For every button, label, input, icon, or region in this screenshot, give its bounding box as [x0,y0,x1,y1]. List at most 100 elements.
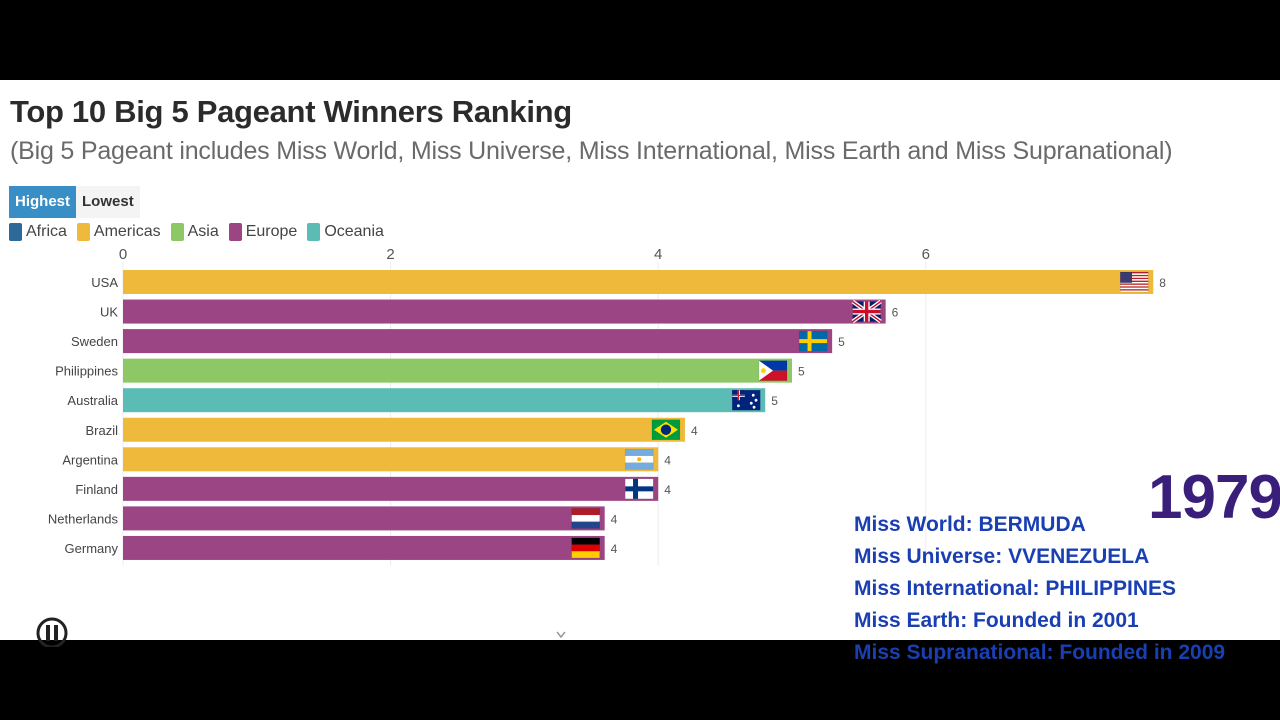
value-label-australia: 5 [771,394,778,408]
flag-part [1120,273,1149,275]
australia-flag-icon [731,389,761,411]
legend-item-oceania[interactable]: Oceania [307,223,384,241]
flag-part [1120,272,1149,274]
philippines-flag-icon [758,360,788,381]
highest-button[interactable]: Highest [9,186,77,218]
bar-netherlands [123,506,605,531]
category-label-usa: USA [91,275,118,290]
argentina-flag-icon [624,449,654,470]
value-label-argentina: 4 [664,453,671,467]
info-line-miss-world: Miss World: BERMUDA [854,513,1086,536]
flag-part [1120,287,1149,290]
flag-part [660,424,672,435]
flag-border [852,301,881,322]
flag-part [571,537,600,545]
flag-part [625,449,654,456]
flag-part [571,521,600,529]
legend-label: Africa [26,223,67,240]
legend-swatch [76,223,90,241]
flag-border [731,389,761,411]
flag-part [760,368,766,374]
flag-border [651,419,681,440]
legend-label: Oceania [324,223,384,240]
flag-part [625,462,654,470]
finland-flag-icon [624,478,654,500]
value-label-uk: 6 [892,306,899,320]
info-line-miss-supranational: Miss Supranational: Founded in 2009 [854,641,1226,664]
bar-brazil [123,417,685,442]
bar-australia [123,388,766,413]
value-label-usa: 8 [1159,276,1166,290]
legend-swatch [170,223,184,241]
x-tick-label: 4 [654,246,662,263]
info-line-miss-international: Miss International: PHILIPPINES [854,577,1177,600]
value-label-brazil: 4 [691,424,698,438]
flag-border [624,449,654,470]
flag-part [1120,290,1149,292]
category-label-argentina: Argentina [62,452,118,467]
bar-sweden [123,329,833,354]
flag-part [799,339,828,344]
category-label-netherlands: Netherlands [48,511,119,526]
legend-label: Europe [245,223,298,240]
category-label-philippines: Philippines [55,364,118,379]
flag-border [624,478,654,500]
brazil-flag-icon [651,419,681,440]
flag-part [1120,282,1149,284]
flag-part [749,401,753,405]
bar-uk [123,299,886,324]
flag-part [759,360,773,381]
flag-part [1120,272,1133,283]
flag-part [732,394,745,396]
netherlands-flag-icon [571,508,600,529]
flag-part [1120,279,1149,281]
legend-swatch [307,223,321,241]
flag-border [798,330,828,352]
page-subtitle: (Big 5 Pageant includes Miss World, Miss… [10,137,1173,165]
bar-chart: 0 2 4 6 USA 8 UK 6 Sweden 5 Philippines 5 Australia 5… [48,246,1166,566]
x-tick-label: 6 [922,246,930,263]
category-label-australia: Australia [67,393,118,408]
legend-label: Americas [93,223,161,240]
legend-swatch [9,223,22,241]
category-label-sweden: Sweden [71,334,118,349]
legend-item-europe[interactable]: Europe [228,223,298,241]
legend-item-asia[interactable]: Asia [170,223,219,241]
scroll-down-icon [556,631,566,639]
flag-border [571,537,600,559]
legend-item-africa[interactable]: Africa [9,223,67,241]
sweden-flag-icon [798,330,828,352]
x-tick-label: 0 [119,246,127,263]
value-label-finland: 4 [664,483,671,497]
flag-part [571,544,600,552]
page-title: Top 10 Big 5 Pageant Winners Ranking [10,94,572,129]
flag-part [1120,283,1149,285]
flag-part [1120,289,1149,291]
flag-part [754,398,758,402]
legend: Africa Americas Asia Europe Oceania [9,223,384,241]
flag-part [1120,280,1149,282]
usa-flag-icon [1120,271,1149,293]
lowest-button[interactable]: Lowest [76,186,140,218]
legend-swatch [228,223,242,241]
value-label-netherlands: 4 [611,512,618,526]
flag-part [571,508,600,516]
bar-germany [123,535,605,560]
flag-part [571,515,600,522]
value-label-sweden: 5 [838,335,845,349]
flag-part [737,404,740,408]
flag-border [571,508,600,529]
sort-toggle: Highest Lowest [9,186,140,218]
pause-icon[interactable] [35,617,69,647]
flag-border [1120,271,1149,293]
uk-flag-icon [851,299,882,324]
info-line-miss-universe: Miss Universe: VVENEZUELA [854,545,1150,568]
germany-flag-icon [571,537,600,559]
value-label-philippines: 5 [798,365,805,379]
flag-part [571,551,600,558]
flag-part [1120,284,1149,287]
flag-border [758,360,788,381]
legend-item-americas[interactable]: Americas [76,223,161,241]
legend-label: Asia [187,223,219,240]
value-label-germany: 4 [611,542,618,556]
